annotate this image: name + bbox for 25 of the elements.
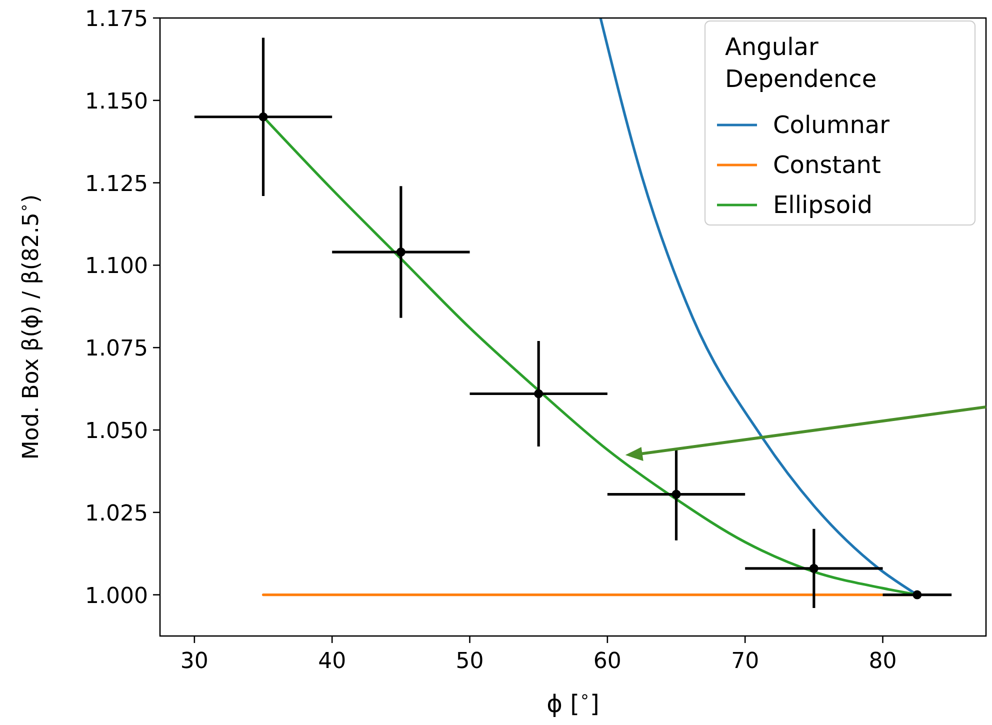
point xyxy=(809,564,818,573)
y-tick-label: 1.050 xyxy=(85,419,148,444)
y-tick-label: 1.175 xyxy=(85,7,148,32)
x-tick-label: 40 xyxy=(318,649,346,674)
point xyxy=(258,112,268,122)
x-tick-label: 60 xyxy=(593,649,622,674)
x-tick-label: 50 xyxy=(456,649,484,674)
y-tick-label: 1.125 xyxy=(85,172,148,197)
point xyxy=(396,248,406,257)
point xyxy=(534,389,544,398)
legend-label: Columnar xyxy=(773,111,890,139)
legend-label: Constant xyxy=(773,151,881,179)
y-tick-label: 1.025 xyxy=(85,501,148,526)
y-tick-label: 1.100 xyxy=(85,254,148,280)
y-tick-label: 1.000 xyxy=(85,584,148,609)
y-tick-label: 1.075 xyxy=(85,336,148,362)
legend-title: Angular Dependence xyxy=(725,33,877,93)
y-tick-label: 1.150 xyxy=(85,89,148,114)
legend-label: Ellipsoid xyxy=(773,191,872,219)
x-tick-label: 30 xyxy=(180,649,208,674)
point xyxy=(672,490,681,499)
x-axis-title: ϕ [$^{∘}$] xyxy=(546,686,600,718)
point xyxy=(912,590,922,600)
x-tick-label: 70 xyxy=(731,649,760,674)
x-tick-label: 80 xyxy=(868,649,897,674)
